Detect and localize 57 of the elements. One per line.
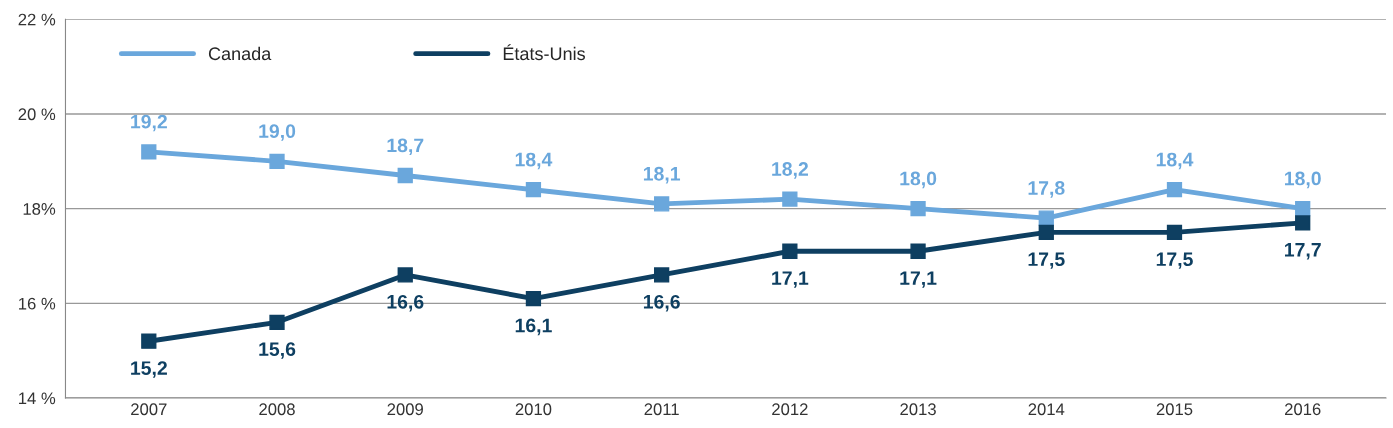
point bbox=[1038, 224, 1054, 240]
point bbox=[269, 153, 285, 169]
data-label: 17,5 bbox=[1156, 252, 1193, 269]
point bbox=[1295, 201, 1311, 217]
x-tick-label: 2012 bbox=[772, 403, 808, 416]
x-tick-label: 2011 bbox=[644, 403, 679, 416]
point bbox=[141, 144, 157, 160]
data-label: 17,1 bbox=[900, 271, 937, 288]
x-tick-label: 2013 bbox=[900, 403, 936, 416]
point bbox=[782, 191, 798, 207]
point bbox=[910, 243, 926, 259]
data-label: 18,4 bbox=[515, 152, 553, 170]
data-label: 15,2 bbox=[131, 361, 167, 378]
legend-label: États-Unis bbox=[503, 44, 585, 61]
data-label: 15,6 bbox=[259, 342, 296, 359]
data-label: 19,2 bbox=[131, 114, 167, 132]
point bbox=[269, 314, 285, 330]
x-tick-label: 2016 bbox=[1285, 403, 1321, 416]
data-label: 17,1 bbox=[772, 271, 809, 288]
y-tick-label: 14 % bbox=[19, 392, 56, 405]
x-tick-label: 2007 bbox=[131, 403, 167, 416]
point bbox=[1038, 210, 1054, 226]
x-tick-label: 2008 bbox=[259, 403, 295, 416]
data-label: 17,5 bbox=[1028, 252, 1065, 269]
x-tick-label: 2015 bbox=[1156, 403, 1193, 416]
data-label: 18,4 bbox=[1156, 152, 1194, 170]
data-label: 16,1 bbox=[515, 318, 552, 336]
data-label: 19,0 bbox=[259, 124, 296, 141]
x-tick-label: 2009 bbox=[387, 403, 423, 416]
x-tick-label: 2014 bbox=[1028, 403, 1065, 416]
data-label: 18,7 bbox=[387, 138, 424, 156]
point bbox=[525, 290, 542, 307]
data-label: 16,6 bbox=[387, 294, 424, 312]
data-label: 16,6 bbox=[643, 294, 680, 312]
point bbox=[654, 267, 670, 283]
point bbox=[1166, 182, 1183, 198]
data-label: 18,0 bbox=[1285, 171, 1321, 189]
point bbox=[1295, 215, 1311, 231]
y-tick-label: 18% bbox=[23, 203, 56, 215]
y-tick-label: 20 % bbox=[18, 108, 56, 121]
data-label: 18,0 bbox=[900, 171, 937, 189]
y-tick-label: 16 % bbox=[19, 297, 56, 310]
point bbox=[397, 267, 413, 283]
data-label: 18,1 bbox=[643, 166, 681, 184]
point bbox=[654, 196, 670, 212]
data-label: 17,8 bbox=[1028, 181, 1065, 198]
point bbox=[397, 167, 413, 184]
point bbox=[1166, 224, 1183, 240]
y-tick-label: 22 % bbox=[18, 13, 56, 26]
point bbox=[525, 182, 542, 198]
x-tick-label: 2010 bbox=[515, 403, 552, 416]
point bbox=[141, 333, 157, 349]
point bbox=[782, 243, 798, 259]
legend-label: Canada bbox=[208, 46, 272, 61]
data-label: 18,2 bbox=[772, 162, 808, 179]
data-label: 17,7 bbox=[1285, 243, 1321, 260]
point bbox=[910, 201, 926, 217]
